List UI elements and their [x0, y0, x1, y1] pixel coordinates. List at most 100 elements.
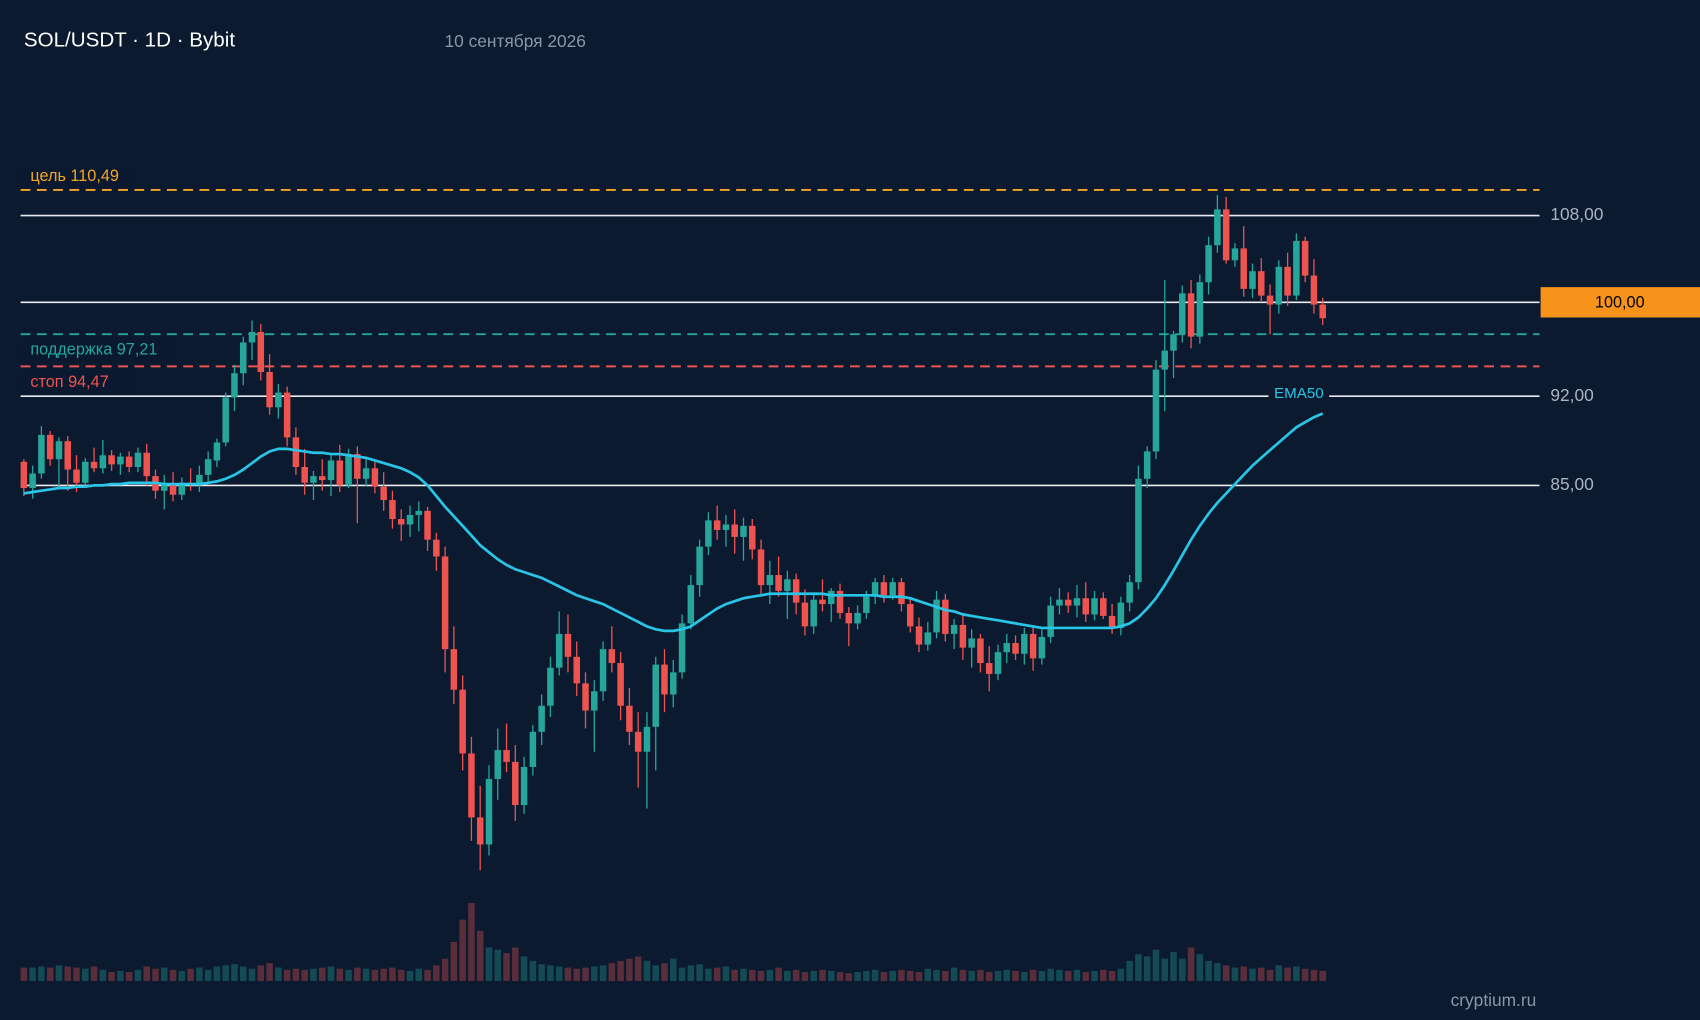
volume-bar	[959, 969, 967, 981]
volume-bar	[161, 967, 168, 981]
candle-body	[705, 520, 712, 547]
volume-bar	[564, 967, 572, 981]
candle-body	[766, 575, 774, 586]
volume-bar	[889, 970, 896, 981]
candle-body	[1319, 304, 1326, 319]
volume-bar	[1143, 956, 1151, 981]
candle-body	[871, 582, 879, 597]
candle-body	[301, 466, 308, 483]
chart-date: 10 сентября 2026	[445, 31, 586, 51]
candle-body	[538, 705, 545, 732]
volume-bar	[520, 956, 528, 981]
volume-bar	[652, 965, 659, 981]
volume-bar	[1258, 967, 1265, 981]
candle-body	[336, 460, 344, 486]
volume-bar	[810, 970, 817, 981]
volume-bar	[336, 968, 344, 981]
candle-body	[1275, 266, 1283, 305]
candle-body	[257, 331, 265, 373]
candle-body	[1293, 240, 1300, 296]
candle-body	[380, 486, 387, 501]
last-price-badge	[1540, 287, 1700, 318]
volume-bar	[687, 965, 695, 981]
candle-body	[898, 582, 905, 605]
candle-body	[108, 455, 115, 465]
volume-bar	[1161, 958, 1168, 981]
candle-body	[29, 473, 36, 489]
volume-bar	[266, 963, 273, 981]
volume-bar	[512, 947, 519, 981]
volume-bar	[108, 972, 115, 981]
volume-bar	[538, 964, 545, 981]
candle-body	[1214, 209, 1221, 246]
volume-bar	[766, 969, 774, 981]
volume-bar	[608, 963, 616, 981]
ema-label-bg	[1268, 384, 1330, 404]
level-label: цель 110,49	[30, 167, 119, 185]
volume-bar	[424, 969, 431, 981]
volume-bar	[187, 968, 194, 981]
candle-body	[415, 510, 423, 515]
candle-body	[1240, 248, 1247, 289]
candle-body	[82, 461, 89, 483]
candle-body	[389, 500, 396, 520]
volume-bar	[898, 969, 905, 981]
level-label-bg	[21, 371, 133, 394]
candle-body	[512, 761, 519, 806]
volume-bar	[248, 968, 256, 981]
volume-bar	[64, 966, 71, 981]
candle-body	[476, 817, 484, 845]
candle-body	[1126, 582, 1133, 603]
y-tick-label: 92,00	[1550, 385, 1593, 405]
volume-bar	[310, 968, 317, 981]
candle-body	[1179, 293, 1186, 335]
volume-bar	[924, 968, 932, 981]
volume-bar	[476, 930, 484, 981]
volume-bar	[1100, 969, 1107, 981]
candle-body	[1258, 271, 1265, 296]
volume-bar	[433, 965, 440, 981]
candle-body	[1100, 598, 1107, 616]
volume-bar	[1293, 966, 1300, 981]
volume-bar	[529, 960, 537, 981]
candle-body	[854, 612, 861, 624]
candle-body	[46, 434, 54, 460]
candle-body	[880, 582, 888, 596]
candle-body	[1091, 598, 1098, 615]
volume-bar	[204, 969, 212, 981]
candle-body	[713, 520, 721, 530]
volume-bar	[318, 967, 326, 981]
candle-body	[1012, 643, 1019, 654]
candle-body	[617, 663, 624, 706]
volume-bar	[1231, 967, 1239, 981]
volume-bar	[1319, 970, 1326, 981]
volume-bar	[1073, 969, 1081, 981]
volume-bar	[792, 969, 800, 981]
ema-label: EMA50	[1274, 385, 1324, 402]
candle-body	[485, 778, 493, 845]
candle-body	[906, 604, 914, 627]
volume-bar	[82, 968, 89, 981]
candle-body	[784, 579, 791, 591]
candle-body	[968, 638, 975, 648]
volume-bar	[1170, 951, 1177, 981]
volume-bar	[327, 966, 335, 981]
candle-body	[292, 437, 300, 467]
candle-body	[283, 392, 291, 438]
candle-body	[1205, 245, 1212, 283]
level-label-bg	[21, 166, 133, 188]
candle-body	[670, 672, 677, 695]
candle-body	[503, 750, 510, 762]
volume-bar	[354, 967, 361, 981]
y-tick-label: 108,00	[1550, 204, 1603, 224]
candle-body	[231, 373, 238, 398]
candle-body	[1082, 598, 1090, 615]
candle-body	[494, 750, 502, 779]
candle-body	[942, 599, 949, 634]
volume-bar	[1056, 969, 1063, 981]
candle-body	[1161, 350, 1168, 370]
volume-bar	[441, 958, 449, 981]
volume-bar	[99, 969, 107, 981]
candle-body	[1152, 369, 1160, 452]
candle-body	[266, 372, 273, 408]
